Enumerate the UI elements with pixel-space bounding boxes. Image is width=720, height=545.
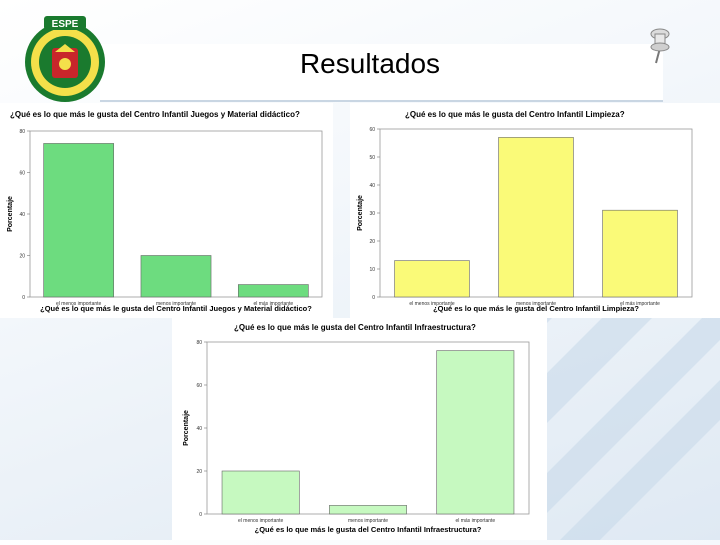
slide-title: Resultados [299,48,441,79]
y-tick-label: 80 [19,129,25,135]
chart-juegos-panel: ¿Qué es lo que más le gusta del Centro I… [0,103,333,318]
pushpin-icon [650,28,670,64]
chart-infraestructura: ¿Qué es lo que más le gusta del Centro I… [183,323,530,534]
y-tick-label: 40 [369,183,375,189]
x-tick-label: el más importante [620,301,660,307]
bar-1 [221,470,300,515]
y-tick-label: 30 [369,211,375,217]
y-tick-label: 40 [196,426,202,432]
y-tick-label: 60 [369,127,375,133]
bar-2 [329,505,407,515]
y-axis-label: Porcentaje [357,195,364,231]
x-tick-label: menos importante [516,301,556,307]
y-axis-label: Porcentaje [7,196,14,232]
chart-limpieza: ¿Qué es lo que más le gusta del Centro I… [357,110,693,313]
y-tick-label: 60 [19,171,25,177]
y-axis-label: Porcentaje [183,410,190,446]
y-tick-label: 10 [369,267,375,273]
x-tick-label: menos importante [156,301,196,307]
y-tick-label: 80 [196,340,202,346]
chart-title: ¿Qué es lo que más le gusta del Centro I… [234,323,476,332]
x-tick-label: el más importante [455,518,495,524]
chart-infraestructura-panel: ¿Qué es lo que más le gusta del Centro I… [172,318,547,540]
x-tick-label: el más importante [253,301,293,307]
y-tick-label: 0 [22,295,25,301]
header-bar [100,44,663,102]
x-tick-label: el menos importante [238,518,284,524]
y-tick-label: 50 [369,155,375,161]
bar-3 [237,284,309,298]
bar-2 [498,137,574,298]
chart-title: ¿Qué es lo que más le gusta del Centro I… [405,110,625,119]
y-tick-label: 0 [372,295,375,301]
chart-limpieza-panel: ¿Qué es lo que más le gusta del Centro I… [350,103,720,318]
y-tick-label: 40 [19,212,25,218]
x-axis-label: ¿Qué es lo que más le gusta del Centro I… [255,525,482,534]
y-tick-label: 20 [196,469,202,475]
x-tick-label: el menos importante [409,301,455,307]
y-tick-label: 20 [19,254,25,260]
y-tick-label: 20 [369,239,375,245]
bar-2 [140,255,212,298]
bar-1 [394,260,470,298]
x-tick-label: el menos importante [56,301,102,307]
bar-3 [436,350,515,515]
y-tick-label: 60 [196,383,202,389]
x-axis-label: ¿Qué es lo que más le gusta del Centro I… [433,304,639,313]
chart-title: ¿Qué es lo que más le gusta del Centro I… [10,110,300,119]
chart-juegos: ¿Qué es lo que más le gusta del Centro I… [7,110,323,313]
x-tick-label: menos importante [348,518,388,524]
bar-1 [43,143,115,298]
x-axis-label: ¿Qué es lo que más le gusta del Centro I… [40,304,312,313]
y-tick-label: 0 [199,512,202,518]
bar-3 [602,209,678,298]
logo-label: ESPE [52,19,79,30]
university-seal-logo: ESPE [25,16,105,102]
